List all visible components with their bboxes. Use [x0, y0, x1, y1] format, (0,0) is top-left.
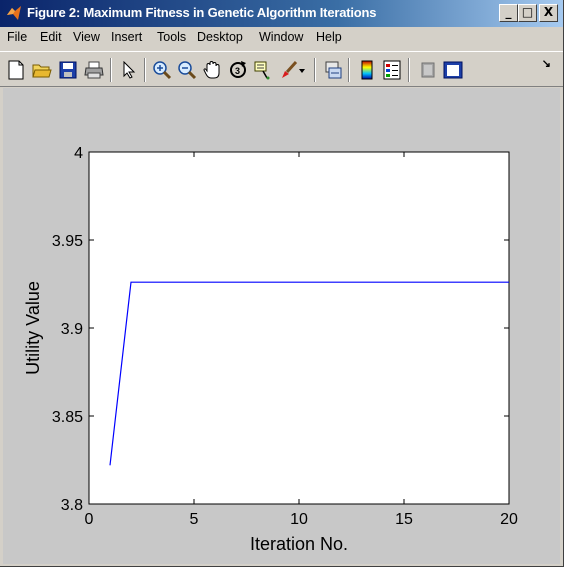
x-tick-label: 10: [290, 511, 308, 528]
x-axis-label: Iteration No.: [250, 534, 348, 554]
zoom-out-icon[interactable]: [176, 59, 198, 81]
x-tick-label: 5: [190, 511, 199, 528]
toolbar-separator: [408, 58, 410, 82]
open-file-icon[interactable]: [31, 59, 53, 81]
y-tick-label: 3.95: [52, 233, 83, 250]
toolbar-separator: [314, 58, 316, 82]
axes-box[interactable]: [88, 151, 510, 505]
y-tick-label: 3.8: [61, 497, 83, 514]
insert-legend-icon[interactable]: [381, 59, 403, 81]
y-tick-label: 4: [74, 145, 83, 162]
maximize-button[interactable]: □: [518, 4, 537, 22]
show-plot-tools-icon[interactable]: [442, 59, 464, 81]
data-cursor-icon[interactable]: [252, 59, 274, 81]
plot-canvas: 0 5 10 15 20 3.8 3.85 3.9 3.95 4 Iteration No. Ut…: [3, 88, 560, 564]
figure-toolbar: 3: [0, 51, 563, 87]
toolbar-separator: [348, 58, 350, 82]
matlab-logo-icon: [7, 6, 21, 20]
menu-view[interactable]: View: [73, 30, 100, 44]
x-tick-label: 20: [500, 511, 518, 528]
svg-text:3: 3: [235, 66, 240, 76]
close-button[interactable]: X: [539, 4, 558, 22]
menu-help[interactable]: Help: [316, 30, 342, 44]
link-plot-icon[interactable]: [322, 59, 344, 81]
minimize-button[interactable]: _: [499, 4, 518, 22]
x-tick-label: 0: [85, 511, 94, 528]
x-tick-label: 15: [395, 511, 413, 528]
brush-dropdown-icon[interactable]: [297, 59, 307, 81]
menu-tools[interactable]: Tools: [157, 30, 187, 44]
dock-figure-icon[interactable]: ↘: [541, 58, 551, 70]
zoom-in-icon[interactable]: [151, 59, 173, 81]
new-figure-icon[interactable]: [5, 59, 27, 81]
hide-plot-tools-icon[interactable]: [417, 59, 439, 81]
y-axis-label: Utility Value: [23, 281, 43, 375]
print-figure-icon[interactable]: [83, 59, 105, 81]
window-title: Figure 2: Maximum Fitness in Genetic Alg…: [27, 5, 377, 20]
save-figure-icon[interactable]: [57, 59, 79, 81]
menu-bar: File Edit View Insert Tools Desktop Wind…: [0, 27, 563, 70]
fitness-series-line: [109, 281, 509, 466]
menu-insert[interactable]: Insert: [111, 30, 143, 44]
brush-icon[interactable]: [278, 59, 300, 81]
menu-file[interactable]: File: [7, 30, 28, 44]
line-chart: 0 5 10 15 20 3.8 3.85 3.9 3.95 4 Iteration No. Ut…: [23, 145, 518, 554]
menu-window[interactable]: Window: [259, 30, 304, 44]
y-tick-label: 3.85: [52, 409, 83, 426]
title-bar[interactable]: Figure 2: Maximum Fitness in Genetic Alg…: [0, 0, 563, 27]
rotate-3d-icon[interactable]: 3: [227, 59, 249, 81]
edit-plot-arrow-icon[interactable]: [118, 59, 140, 81]
menu-desktop[interactable]: Desktop: [197, 30, 243, 44]
y-tick-label: 3.9: [61, 321, 83, 338]
pan-hand-icon[interactable]: [201, 59, 223, 81]
toolbar-separator: [110, 58, 112, 82]
toolbar-separator: [144, 58, 146, 82]
insert-colorbar-icon[interactable]: [356, 59, 378, 81]
menu-edit[interactable]: Edit: [40, 30, 62, 44]
